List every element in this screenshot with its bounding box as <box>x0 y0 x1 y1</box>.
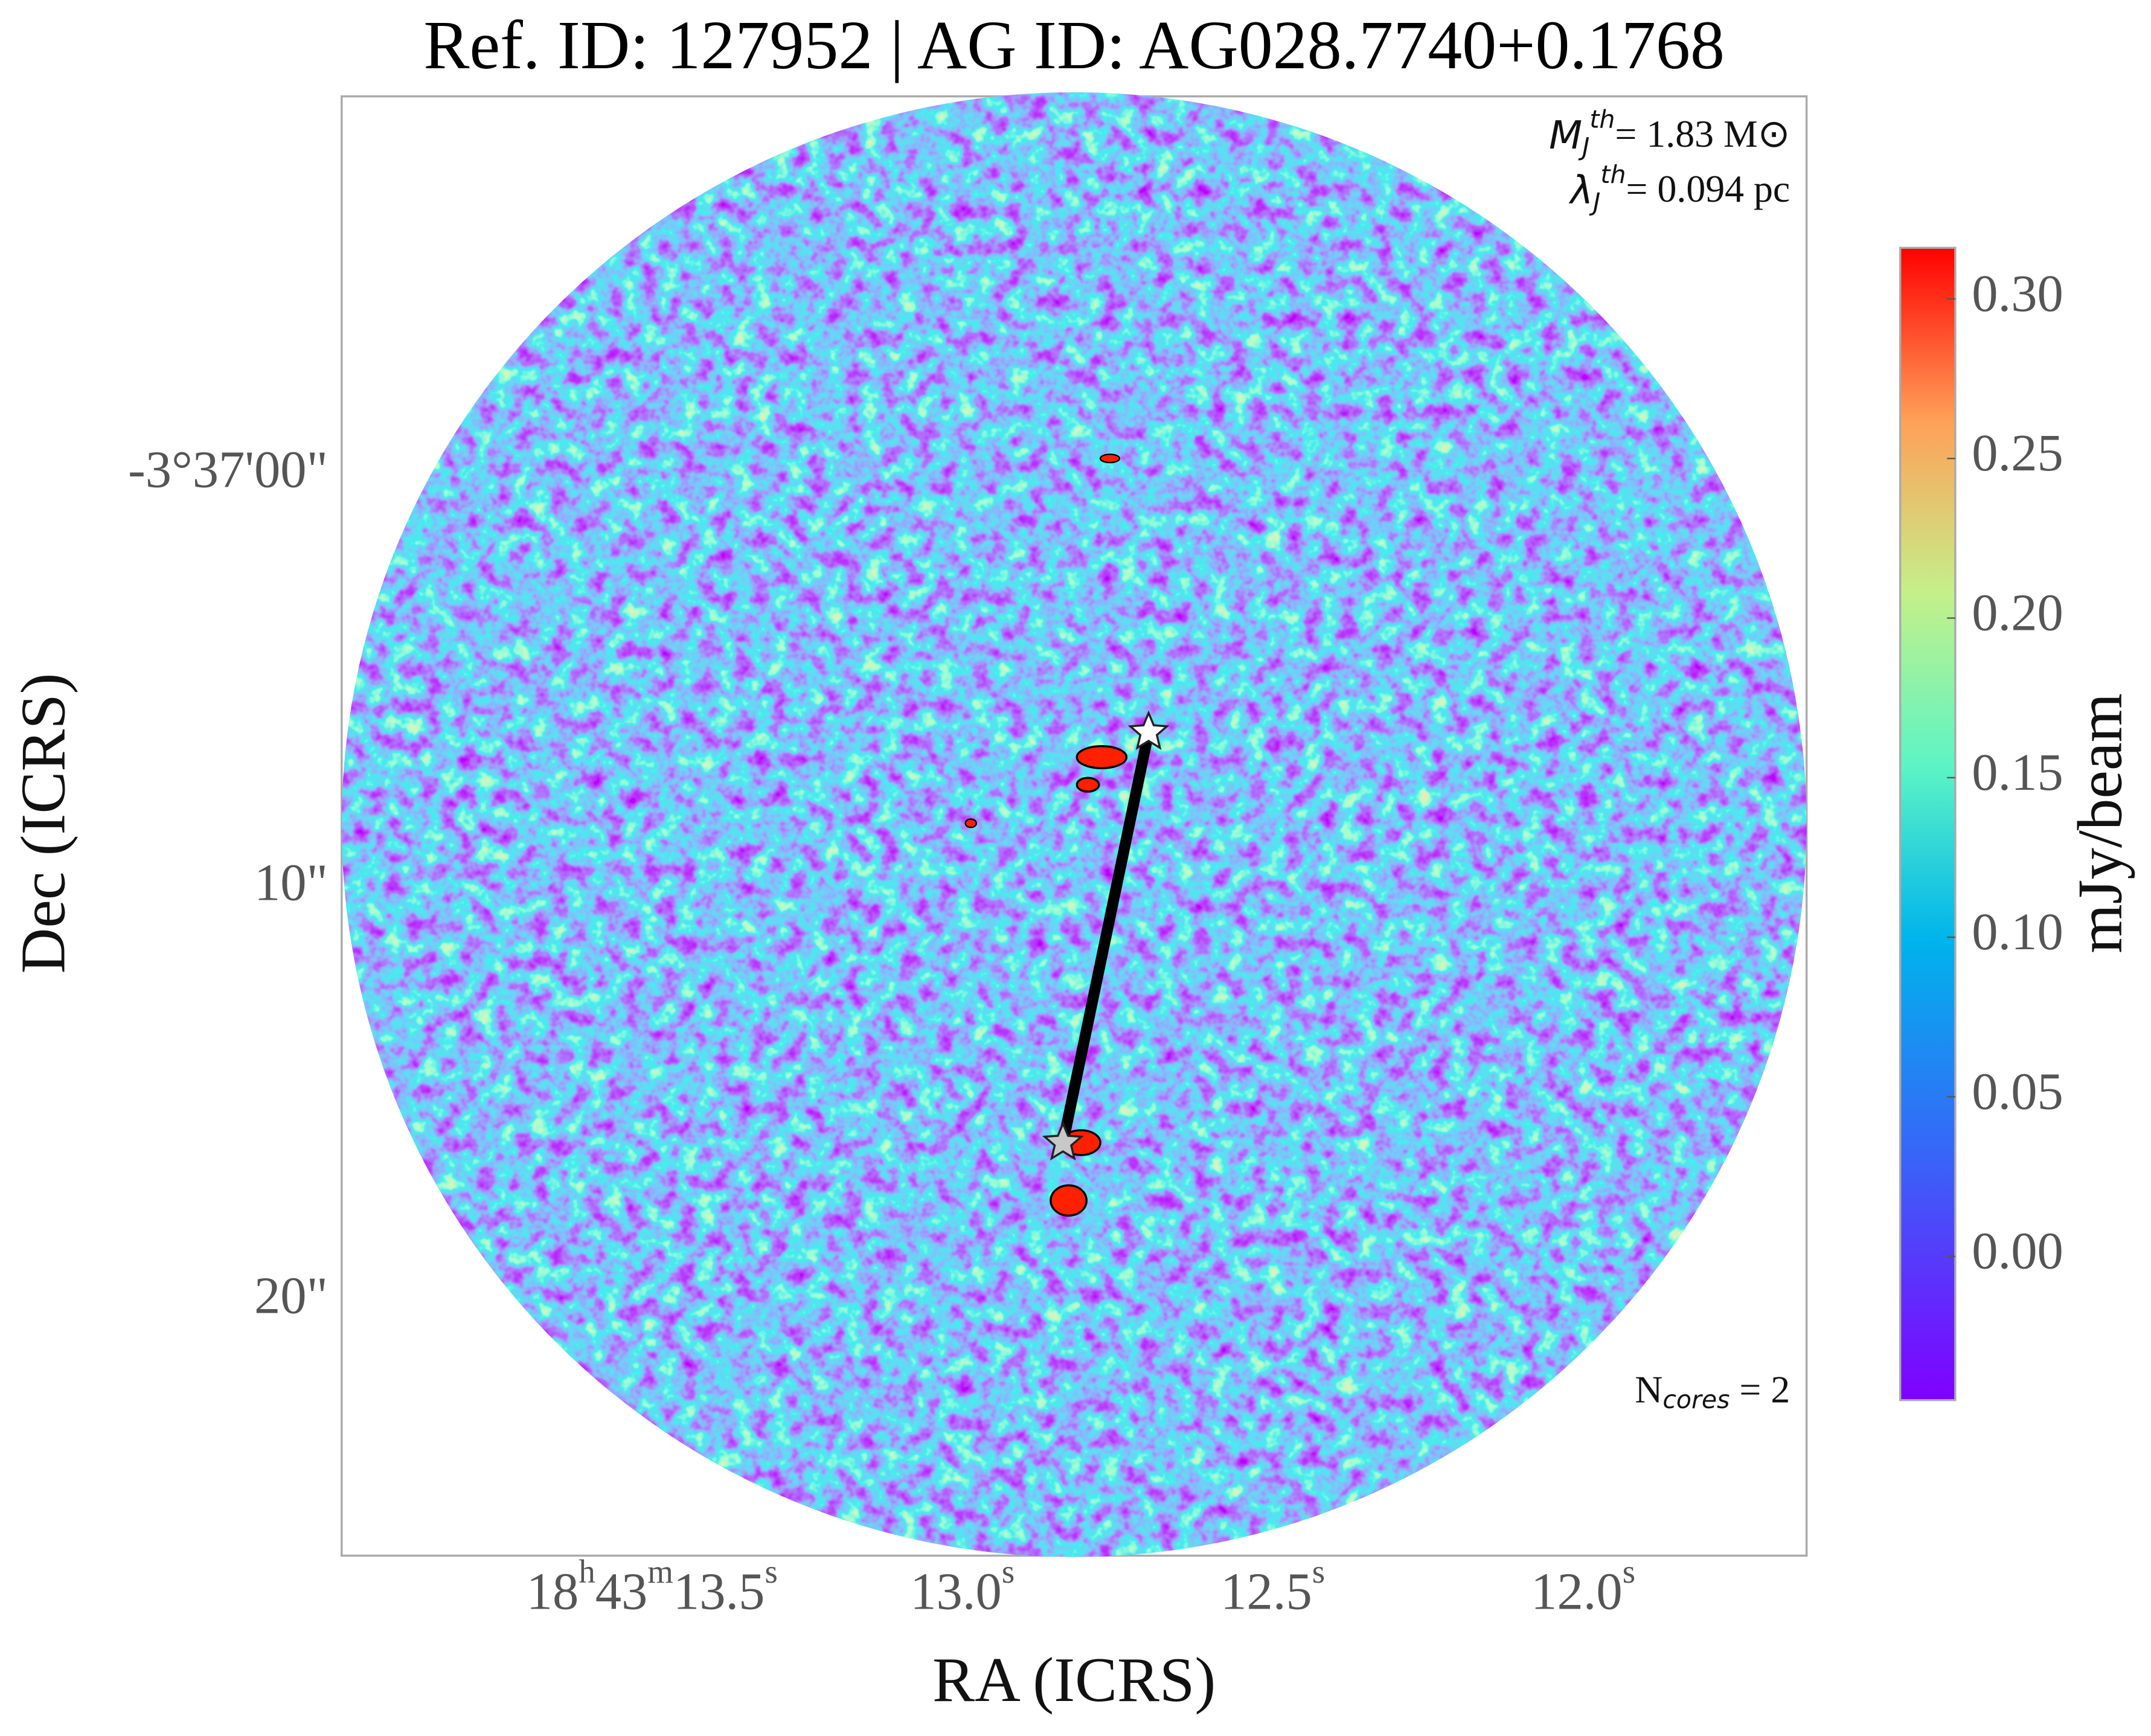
annotation-ncores: Ncores = 2 <box>1635 1368 1790 1414</box>
superscript: th <box>1589 105 1615 134</box>
colorbar <box>1899 246 1957 1401</box>
subscript: cores <box>1662 1385 1729 1414</box>
value-text: = 1.83 M⊙ <box>1615 112 1790 155</box>
y-tick-label: -3°37'00" <box>128 441 328 499</box>
contour <box>1099 453 1121 464</box>
x-tick-label: 18h43m13.5s <box>527 1553 778 1621</box>
core-marker <box>1042 1121 1084 1161</box>
core-marker <box>1127 710 1170 751</box>
colorbar-tick-label: 0.25 <box>1972 424 2063 482</box>
y-axis-label: Dec (ICRS) <box>8 673 79 973</box>
annotation-length: λJth= 0.094 pc <box>1569 160 1790 217</box>
colorbar-tick-label: 0.00 <box>1972 1222 2063 1280</box>
symbol: N <box>1635 1368 1662 1411</box>
colorbar-tick-label: 0.15 <box>1972 743 2063 801</box>
x-axis-label: RA (ICRS) <box>932 1645 1216 1715</box>
contour <box>1076 777 1100 793</box>
contour <box>964 818 977 828</box>
y-tick-label: 10" <box>254 853 328 911</box>
colorbar-tick-label: 0.20 <box>1972 583 2063 641</box>
x-tick-label: 12.0s <box>1531 1553 1635 1621</box>
value-text: = 0.094 pc <box>1626 167 1790 210</box>
core-separation <box>1057 731 1154 1144</box>
annotation-mass: MJth= 1.83 M⊙ <box>1549 105 1790 162</box>
intensity-map <box>341 92 1807 1557</box>
contour <box>1050 1184 1088 1217</box>
x-tick-label: 13.0s <box>910 1553 1015 1621</box>
value-text: = 2 <box>1729 1368 1790 1411</box>
contour <box>1076 745 1128 769</box>
symbol: λ <box>1569 168 1594 213</box>
colorbar-tick-label: 0.10 <box>1972 903 2063 961</box>
y-tick-label: 20" <box>254 1266 328 1324</box>
chart-title: Ref. ID: 127952 | AG ID: AG028.7740+0.17… <box>423 7 1725 83</box>
colorbar-tick-label: 0.30 <box>1972 264 2063 322</box>
plot-layer: 18h43m13.5s 13.0s 12.5s 12.0s -3°37'00" 10" 20… <box>128 441 1635 1621</box>
colorbar-tick-label: 0.05 <box>1972 1062 2063 1120</box>
superscript: th <box>1600 160 1626 189</box>
colorbar-label: mJy/beam <box>2065 693 2135 953</box>
x-tick-label: 12.5s <box>1220 1553 1325 1621</box>
noise-map <box>341 92 1807 1557</box>
symbol: M <box>1549 114 1582 158</box>
